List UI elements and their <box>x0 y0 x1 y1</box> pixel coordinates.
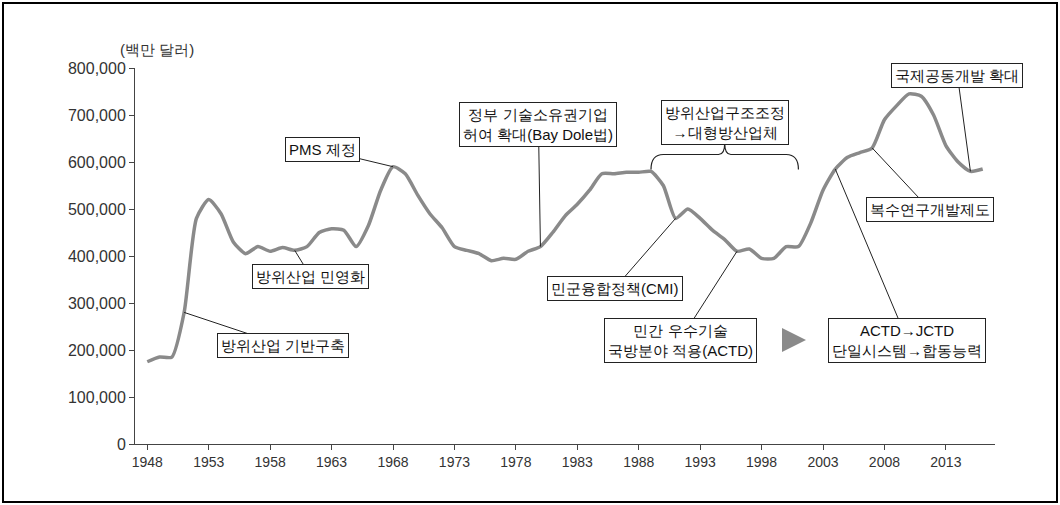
svg-text:방위산업 기반구축: 방위산업 기반구축 <box>221 337 345 354</box>
svg-text:정부 기술소유권기업허여 확대(Bay Dole법): 정부 기술소유권기업허여 확대(Bay Dole법) <box>463 106 613 143</box>
svg-text:700,000: 700,000 <box>68 107 126 124</box>
svg-text:방위산업구조조정→대형방산업체: 방위산업구조조정→대형방산업체 <box>665 104 785 141</box>
svg-text:1958: 1958 <box>255 454 286 470</box>
svg-text:1948: 1948 <box>132 454 163 470</box>
svg-text:1953: 1953 <box>193 454 224 470</box>
svg-text:2013: 2013 <box>930 454 961 470</box>
svg-text:민군융합정책(CMI): 민군융합정책(CMI) <box>551 280 679 297</box>
svg-text:민간 우수기술국방분야 적용(ACTD): 민간 우수기술국방분야 적용(ACTD) <box>608 322 753 359</box>
svg-text:100,000: 100,000 <box>68 389 126 406</box>
svg-text:1978: 1978 <box>500 454 531 470</box>
svg-text:200,000: 200,000 <box>68 342 126 359</box>
svg-text:400,000: 400,000 <box>68 248 126 265</box>
svg-text:복수연구개발제도: 복수연구개발제도 <box>870 201 990 218</box>
svg-text:(백만 달러): (백만 달러) <box>120 41 194 58</box>
svg-text:국제공동개발 확대: 국제공동개발 확대 <box>895 67 1019 84</box>
svg-text:800,000: 800,000 <box>68 60 126 77</box>
svg-text:300,000: 300,000 <box>68 295 126 312</box>
svg-text:2008: 2008 <box>869 454 900 470</box>
svg-text:600,000: 600,000 <box>68 154 126 171</box>
svg-text:1963: 1963 <box>316 454 347 470</box>
svg-text:ACTD→JCTD단일시스템→합동능력: ACTD→JCTD단일시스템→합동능력 <box>832 322 982 359</box>
svg-text:방위산업 민영화: 방위산업 민영화 <box>256 268 365 285</box>
svg-text:1988: 1988 <box>623 454 654 470</box>
svg-text:1983: 1983 <box>562 454 593 470</box>
svg-text:500,000: 500,000 <box>68 201 126 218</box>
svg-text:1993: 1993 <box>685 454 716 470</box>
svg-text:1973: 1973 <box>439 454 470 470</box>
svg-text:2003: 2003 <box>807 454 838 470</box>
svg-text:PMS 제정: PMS 제정 <box>289 141 356 158</box>
svg-text:1998: 1998 <box>746 454 777 470</box>
svg-text:0: 0 <box>117 436 126 453</box>
svg-text:1968: 1968 <box>377 454 408 470</box>
